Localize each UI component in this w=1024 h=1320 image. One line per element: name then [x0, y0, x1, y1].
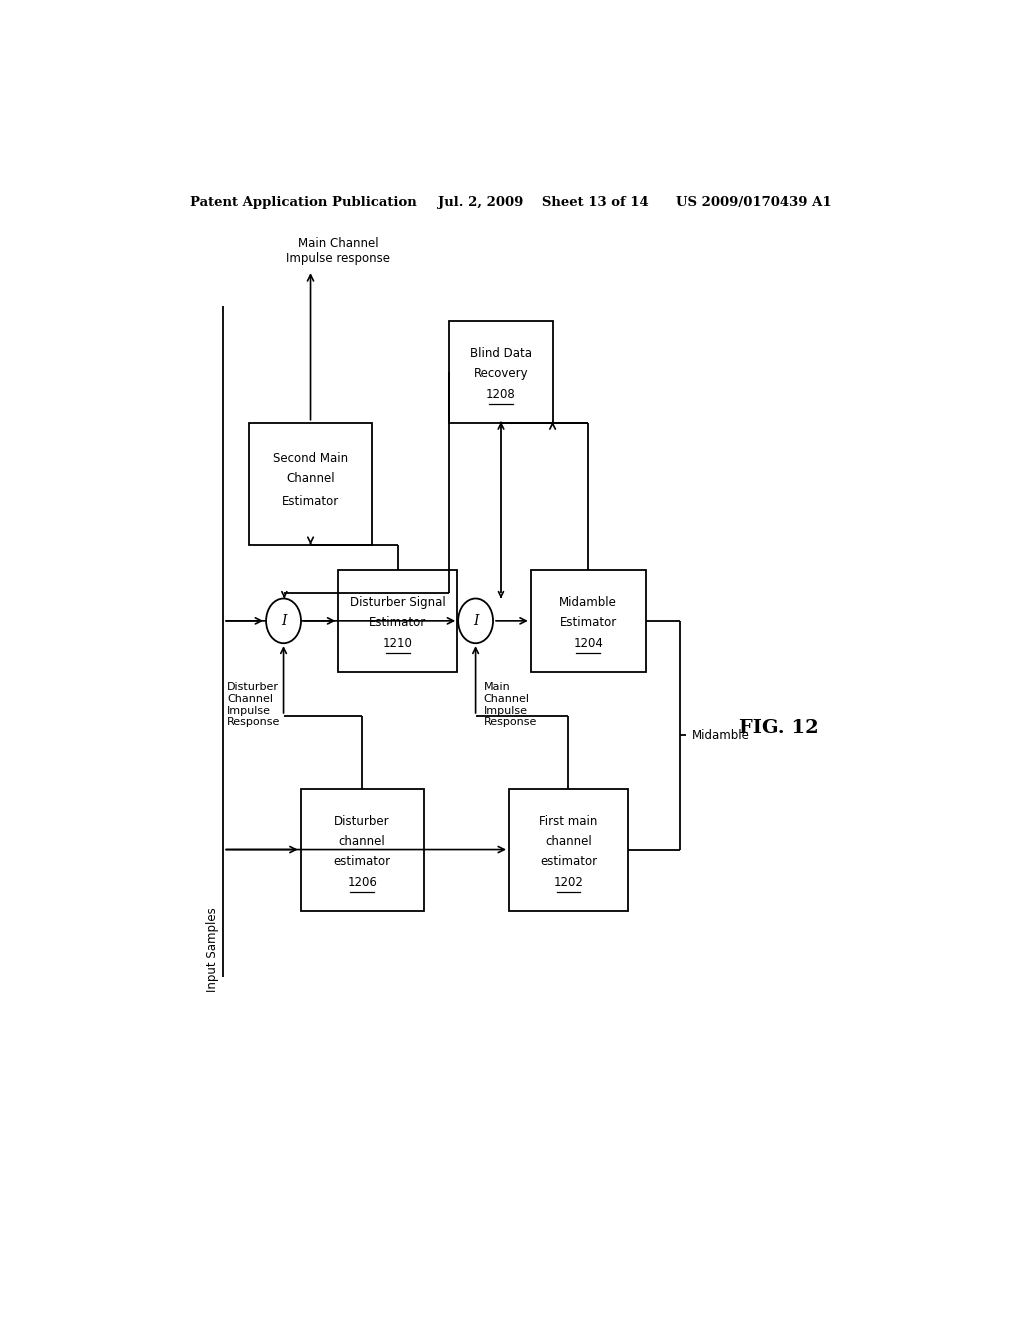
Text: Second Main: Second Main: [273, 451, 348, 465]
Circle shape: [458, 598, 494, 643]
Text: Input Samples: Input Samples: [207, 907, 219, 991]
Text: Midamble: Midamble: [559, 597, 617, 609]
Bar: [530, 570, 646, 672]
Text: 1208: 1208: [486, 388, 516, 401]
Text: 1204: 1204: [573, 636, 603, 649]
Text: I: I: [473, 614, 478, 628]
Text: 1210: 1210: [383, 636, 413, 649]
Bar: [301, 788, 424, 911]
Text: Estimator: Estimator: [560, 616, 616, 630]
Text: estimator: estimator: [334, 855, 391, 869]
Bar: [249, 422, 372, 545]
Text: Channel: Channel: [287, 473, 335, 484]
Text: US 2009/0170439 A1: US 2009/0170439 A1: [676, 195, 831, 209]
Text: I: I: [281, 614, 287, 628]
Text: FIG. 12: FIG. 12: [739, 718, 818, 737]
Text: Estimator: Estimator: [370, 616, 426, 630]
Text: Main Channel
Impulse response: Main Channel Impulse response: [287, 238, 390, 265]
Text: Blind Data: Blind Data: [470, 347, 532, 360]
Text: Disturber Signal: Disturber Signal: [350, 597, 445, 609]
Text: Main
Channel
Impulse
Response: Main Channel Impulse Response: [483, 682, 537, 727]
Text: Midamble: Midamble: [691, 729, 750, 742]
Text: estimator: estimator: [540, 855, 597, 869]
Text: 1206: 1206: [347, 875, 377, 888]
Bar: [338, 570, 458, 672]
Circle shape: [266, 598, 301, 643]
Text: channel: channel: [545, 836, 592, 847]
Text: Recovery: Recovery: [474, 367, 528, 380]
Text: 1202: 1202: [554, 875, 584, 888]
Bar: [450, 321, 553, 422]
Text: Patent Application Publication: Patent Application Publication: [189, 195, 417, 209]
Text: Disturber
Channel
Impulse
Response: Disturber Channel Impulse Response: [227, 682, 281, 727]
Bar: [509, 788, 628, 911]
Text: channel: channel: [339, 836, 385, 847]
Text: First main: First main: [540, 814, 598, 828]
Text: Disturber: Disturber: [334, 814, 390, 828]
Text: Jul. 2, 2009    Sheet 13 of 14: Jul. 2, 2009 Sheet 13 of 14: [437, 195, 648, 209]
Text: Estimator: Estimator: [282, 495, 339, 508]
